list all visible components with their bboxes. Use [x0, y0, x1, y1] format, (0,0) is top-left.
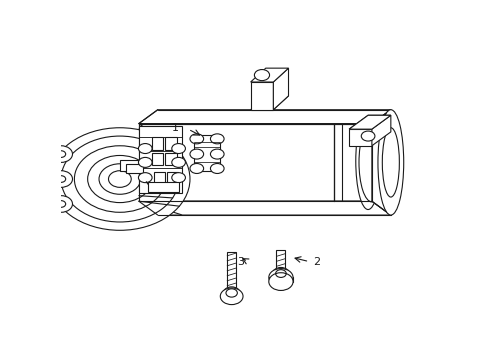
Ellipse shape [358, 123, 384, 202]
Circle shape [220, 288, 243, 305]
Polygon shape [152, 153, 163, 165]
Circle shape [210, 134, 224, 144]
Circle shape [138, 157, 152, 167]
Polygon shape [371, 115, 390, 146]
Text: 1: 1 [171, 123, 178, 133]
Polygon shape [273, 68, 288, 110]
Polygon shape [139, 201, 390, 215]
Polygon shape [148, 182, 178, 192]
Polygon shape [348, 115, 390, 129]
Circle shape [210, 163, 224, 174]
Polygon shape [139, 126, 182, 193]
Polygon shape [139, 123, 371, 201]
Circle shape [268, 273, 292, 291]
Polygon shape [165, 138, 176, 150]
Circle shape [171, 173, 185, 183]
Polygon shape [193, 135, 220, 171]
Polygon shape [226, 252, 236, 288]
Circle shape [189, 149, 203, 159]
Circle shape [171, 157, 185, 167]
Polygon shape [139, 110, 390, 123]
Circle shape [272, 267, 289, 280]
Circle shape [50, 146, 72, 162]
Circle shape [189, 163, 203, 174]
Circle shape [171, 144, 185, 153]
Polygon shape [152, 138, 163, 150]
Polygon shape [276, 250, 285, 269]
Circle shape [210, 149, 224, 159]
Circle shape [223, 287, 240, 299]
Polygon shape [371, 110, 390, 215]
Circle shape [50, 171, 72, 187]
Circle shape [138, 144, 152, 153]
Circle shape [138, 173, 152, 183]
Polygon shape [250, 82, 273, 110]
Polygon shape [167, 172, 178, 183]
Text: 2: 2 [312, 257, 320, 267]
Polygon shape [120, 159, 139, 171]
Polygon shape [250, 68, 288, 82]
Text: 3: 3 [237, 257, 244, 267]
Polygon shape [125, 164, 142, 174]
Circle shape [50, 128, 189, 230]
Polygon shape [139, 201, 390, 215]
Circle shape [268, 269, 292, 286]
Polygon shape [348, 115, 390, 129]
Ellipse shape [355, 112, 380, 210]
Polygon shape [165, 153, 176, 165]
Ellipse shape [377, 110, 403, 215]
Polygon shape [250, 96, 288, 110]
Polygon shape [348, 129, 371, 146]
Circle shape [254, 69, 269, 81]
Circle shape [189, 134, 203, 144]
Polygon shape [154, 172, 164, 183]
Circle shape [50, 195, 72, 212]
Circle shape [361, 131, 374, 141]
